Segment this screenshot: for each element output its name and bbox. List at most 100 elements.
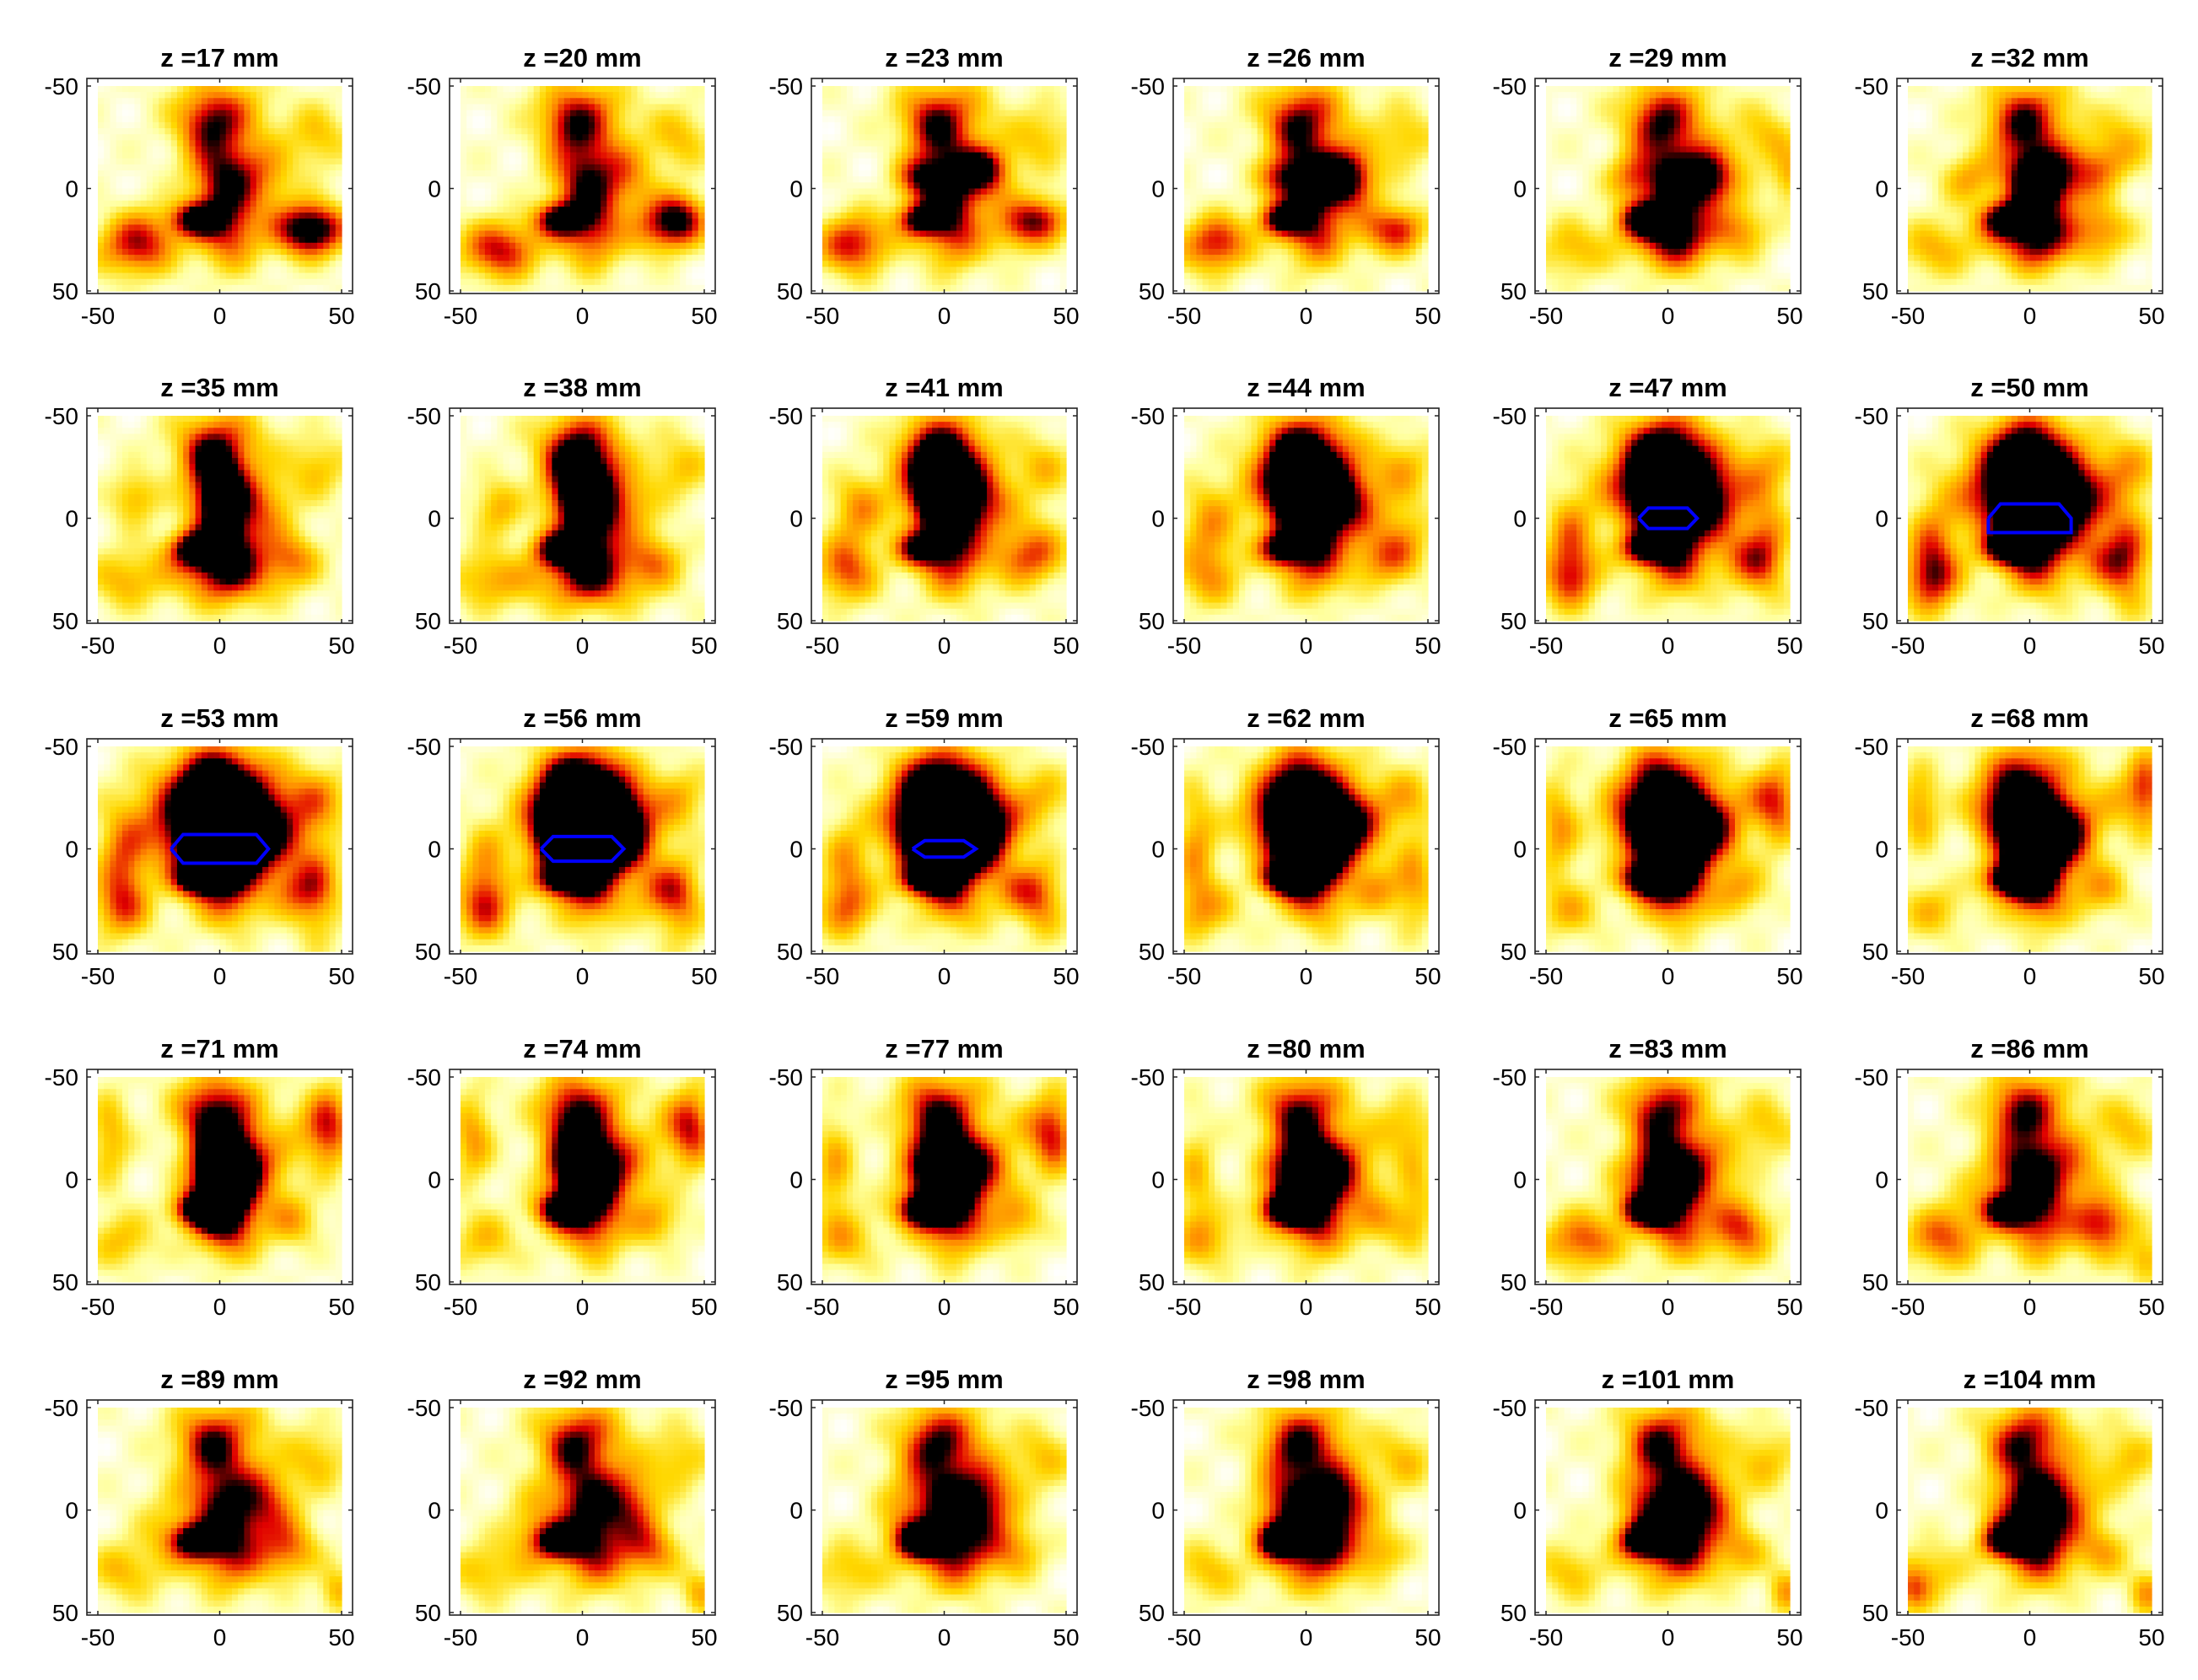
heatmap-cell bbox=[183, 164, 190, 171]
heatmap-cell bbox=[956, 146, 963, 153]
heatmap-cell bbox=[268, 104, 276, 111]
heatmap-cell bbox=[1324, 194, 1331, 202]
heatmap-cell bbox=[1324, 158, 1331, 165]
heatmap-cell bbox=[1251, 152, 1258, 159]
heatmap-cell bbox=[329, 200, 337, 207]
heatmap-cell bbox=[195, 128, 202, 135]
heatmap-cell bbox=[1196, 200, 1204, 207]
heatmap-cell bbox=[1208, 146, 1215, 153]
heatmap-cell bbox=[859, 278, 866, 286]
heatmap-cell bbox=[908, 261, 914, 268]
heatmap-cell bbox=[250, 278, 257, 286]
heatmap-cell bbox=[637, 218, 644, 225]
heatmap-cell bbox=[503, 164, 510, 171]
heatmap-cell bbox=[201, 236, 208, 244]
heatmap-cell bbox=[582, 206, 590, 213]
heatmap-cell bbox=[1355, 170, 1362, 177]
heatmap-cell bbox=[999, 218, 1006, 225]
heatmap-cell bbox=[661, 146, 669, 153]
heatmap-cell bbox=[1239, 158, 1246, 165]
heatmap-cell bbox=[563, 92, 571, 99]
heatmap-cell bbox=[121, 182, 129, 190]
heatmap-cell bbox=[822, 164, 829, 171]
heatmap-cell bbox=[280, 224, 288, 232]
heatmap-cell bbox=[225, 104, 233, 111]
heatmap-cell bbox=[895, 248, 902, 256]
heatmap-cell bbox=[1042, 158, 1048, 165]
heatmap-cell bbox=[846, 236, 854, 244]
heatmap-cell bbox=[1226, 98, 1234, 105]
heatmap-cell bbox=[1029, 140, 1037, 148]
heatmap-cell bbox=[280, 213, 288, 219]
heatmap-cell bbox=[140, 230, 148, 238]
heatmap-cell bbox=[987, 110, 994, 117]
heatmap-cell bbox=[908, 242, 914, 250]
heatmap-cell bbox=[1005, 121, 1012, 129]
heatmap-cell bbox=[484, 213, 492, 219]
heatmap-cell bbox=[189, 236, 197, 244]
heatmap-cell bbox=[503, 146, 510, 153]
heatmap-cell bbox=[116, 236, 123, 244]
heatmap-cell bbox=[828, 170, 836, 177]
heatmap-cell bbox=[121, 134, 129, 141]
heatmap-cell bbox=[491, 158, 498, 165]
heatmap-cell bbox=[335, 170, 342, 177]
heatmap-cell bbox=[1294, 86, 1301, 93]
heatmap-cell bbox=[563, 236, 571, 244]
heatmap-cell bbox=[478, 128, 486, 135]
heatmap-cell bbox=[576, 140, 584, 148]
heatmap-cell bbox=[680, 200, 687, 207]
heatmap-cell bbox=[655, 213, 663, 219]
heatmap-cell bbox=[153, 284, 159, 292]
heatmap-cell bbox=[962, 230, 969, 238]
heatmap-cell bbox=[274, 104, 282, 111]
heatmap-cell bbox=[335, 86, 342, 93]
heatmap-cell bbox=[1005, 278, 1012, 286]
heatmap-cell bbox=[558, 278, 565, 286]
heatmap-cell bbox=[1306, 194, 1313, 202]
heatmap-cell bbox=[588, 92, 595, 99]
heatmap-cell bbox=[335, 128, 342, 135]
heatmap-cell bbox=[859, 98, 866, 105]
heatmap-cell bbox=[515, 200, 522, 207]
heatmap-cell bbox=[1017, 278, 1025, 286]
heatmap-cell bbox=[980, 146, 988, 153]
heatmap-cell bbox=[128, 230, 135, 238]
heatmap-cell bbox=[1245, 121, 1253, 129]
heatmap-cell bbox=[250, 92, 257, 99]
heatmap-cell bbox=[539, 248, 547, 256]
heatmap-cell bbox=[859, 248, 866, 256]
heatmap-cell bbox=[840, 255, 848, 261]
heatmap-cell bbox=[1010, 255, 1018, 261]
heatmap-cell bbox=[225, 152, 233, 159]
heatmap-cell bbox=[1281, 152, 1289, 159]
heatmap-cell bbox=[164, 158, 172, 165]
heatmap-cell bbox=[164, 236, 172, 244]
heatmap-cell bbox=[1300, 164, 1307, 171]
heatmap-cell bbox=[213, 140, 221, 148]
heatmap-cell bbox=[238, 86, 245, 93]
heatmap-cell bbox=[1251, 206, 1258, 213]
heatmap-cell bbox=[692, 134, 699, 141]
heatmap-cell bbox=[539, 194, 547, 202]
heatmap-cell bbox=[1010, 261, 1018, 268]
heatmap-cell bbox=[925, 188, 933, 196]
heatmap-cell bbox=[546, 134, 552, 141]
heatmap-cell bbox=[625, 104, 632, 111]
heatmap-cell bbox=[1366, 194, 1374, 202]
heatmap-cell bbox=[219, 116, 227, 123]
heatmap-cell bbox=[968, 104, 976, 111]
heatmap-cell bbox=[140, 188, 148, 196]
heatmap-cell bbox=[293, 116, 300, 123]
heatmap-cell bbox=[280, 194, 288, 202]
heatmap-cell bbox=[834, 261, 842, 268]
heatmap-cell bbox=[104, 182, 111, 190]
heatmap-cell bbox=[968, 272, 976, 280]
heatmap-cell bbox=[539, 158, 547, 165]
heatmap-cell bbox=[1355, 98, 1362, 105]
heatmap-cell bbox=[834, 92, 842, 99]
heatmap-cell bbox=[164, 284, 172, 292]
heatmap-cell bbox=[335, 255, 342, 261]
heatmap-cell bbox=[938, 110, 945, 117]
heatmap-cell bbox=[950, 134, 957, 141]
